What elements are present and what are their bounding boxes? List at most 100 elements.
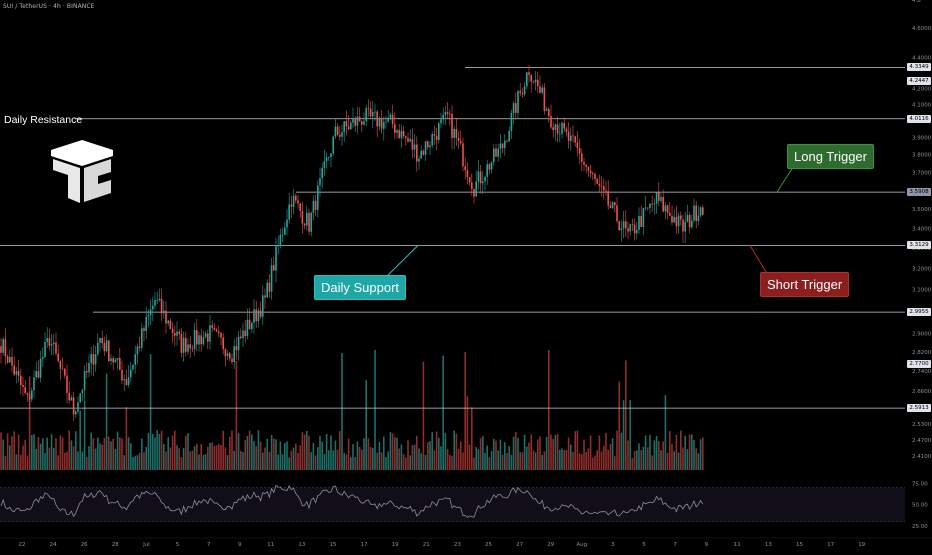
volume-bar (352, 444, 354, 470)
candle-body (286, 219, 288, 228)
volume-bar (570, 444, 572, 470)
candle-body (519, 91, 521, 93)
volume-bar (116, 431, 119, 470)
volume-bar (345, 454, 348, 470)
candle-body (130, 369, 132, 378)
candle-body (13, 365, 15, 375)
candle-body (33, 377, 35, 391)
candle-body (482, 181, 484, 184)
level-price-tag: 3.5908 (907, 188, 931, 197)
volume-bar (244, 440, 246, 470)
volume-bar (31, 435, 33, 470)
candle-body (361, 121, 363, 125)
candle-body (61, 368, 64, 370)
volume-bar (662, 441, 664, 470)
volume-bar (435, 431, 438, 470)
volume-bar (92, 438, 95, 470)
daily-support-pointer (384, 245, 419, 279)
candle-body (468, 177, 471, 183)
volume-bar (163, 444, 165, 470)
candle-body (627, 228, 629, 232)
candle-body (141, 328, 143, 348)
candle-body (226, 353, 229, 357)
time-tick-label: 26 (81, 542, 88, 548)
volume-bar (504, 442, 506, 470)
volume-bar (20, 454, 22, 470)
volume-bar (528, 442, 530, 470)
time-tick-label: 9 (238, 542, 242, 548)
candle-body (658, 192, 660, 201)
candle-body (576, 142, 579, 148)
volume-bar (292, 447, 295, 470)
volume-bar (702, 437, 704, 470)
volume-bar (378, 441, 381, 470)
volume-bar (574, 431, 576, 470)
volume-bar (50, 434, 53, 470)
candle-body (191, 348, 194, 350)
volume-bar (319, 435, 321, 470)
volume-bar (103, 437, 106, 470)
volume-bar (625, 360, 627, 470)
volume-bar (281, 454, 284, 470)
volume-bar (567, 437, 570, 470)
time-tick-label: 21 (423, 542, 430, 548)
candle-body (308, 212, 310, 232)
candle-body (83, 371, 86, 390)
candle-body (587, 166, 590, 171)
volume-bar (231, 430, 233, 470)
volume-bar (497, 450, 499, 470)
volume-bar (44, 453, 46, 470)
volume-bar (171, 435, 174, 470)
candle-body (363, 121, 365, 125)
volume-bar (385, 457, 387, 470)
candle-body (178, 331, 180, 334)
volume-bar (268, 451, 271, 470)
volume-bar (257, 430, 260, 470)
volume-bar (17, 434, 20, 470)
time-tick-label: 9 (704, 542, 708, 548)
candle-body (138, 346, 141, 348)
candle-body (438, 123, 440, 140)
candle-body (543, 87, 546, 111)
candle-body (99, 337, 101, 343)
candle-body (647, 207, 649, 209)
candle-body (279, 235, 282, 246)
candle-body (336, 126, 339, 135)
candle-body (215, 329, 218, 332)
volume-bar (22, 445, 24, 470)
candle-body (499, 143, 502, 149)
volume-bar (453, 430, 455, 470)
short-trigger-pointer (749, 245, 769, 276)
volume-bar (515, 432, 517, 470)
candle-body (504, 140, 506, 149)
volume-bar (468, 444, 471, 470)
volume-bar (33, 434, 35, 470)
short-trigger-badge: Short Trigger (760, 272, 850, 297)
candle-body (669, 212, 671, 216)
volume-bar (556, 434, 559, 470)
price-tick-label: 3.8000 (912, 153, 932, 159)
volume-bar (666, 452, 669, 470)
candle-body (466, 170, 469, 178)
volume-bar (189, 451, 191, 470)
candle-body (46, 338, 48, 342)
volume-bar (83, 400, 86, 470)
candle-body (266, 282, 268, 298)
candle-body (81, 389, 84, 394)
rsi-band-fill (0, 487, 905, 522)
volume-bar (123, 455, 125, 470)
volume-bar (475, 447, 477, 470)
candle-body (464, 166, 466, 171)
candle-body (554, 124, 557, 131)
price-tick-label: 3.3000 (912, 246, 932, 252)
volume-bar (46, 437, 48, 470)
volume-bar (119, 437, 121, 470)
volume-bar (68, 430, 70, 470)
candle-body (440, 119, 442, 124)
volume-bar (508, 446, 510, 470)
candle-body (303, 223, 306, 226)
volume-bar (499, 439, 502, 470)
price-tick-label: 3.2000 (912, 266, 932, 272)
volume-bar (229, 436, 231, 470)
